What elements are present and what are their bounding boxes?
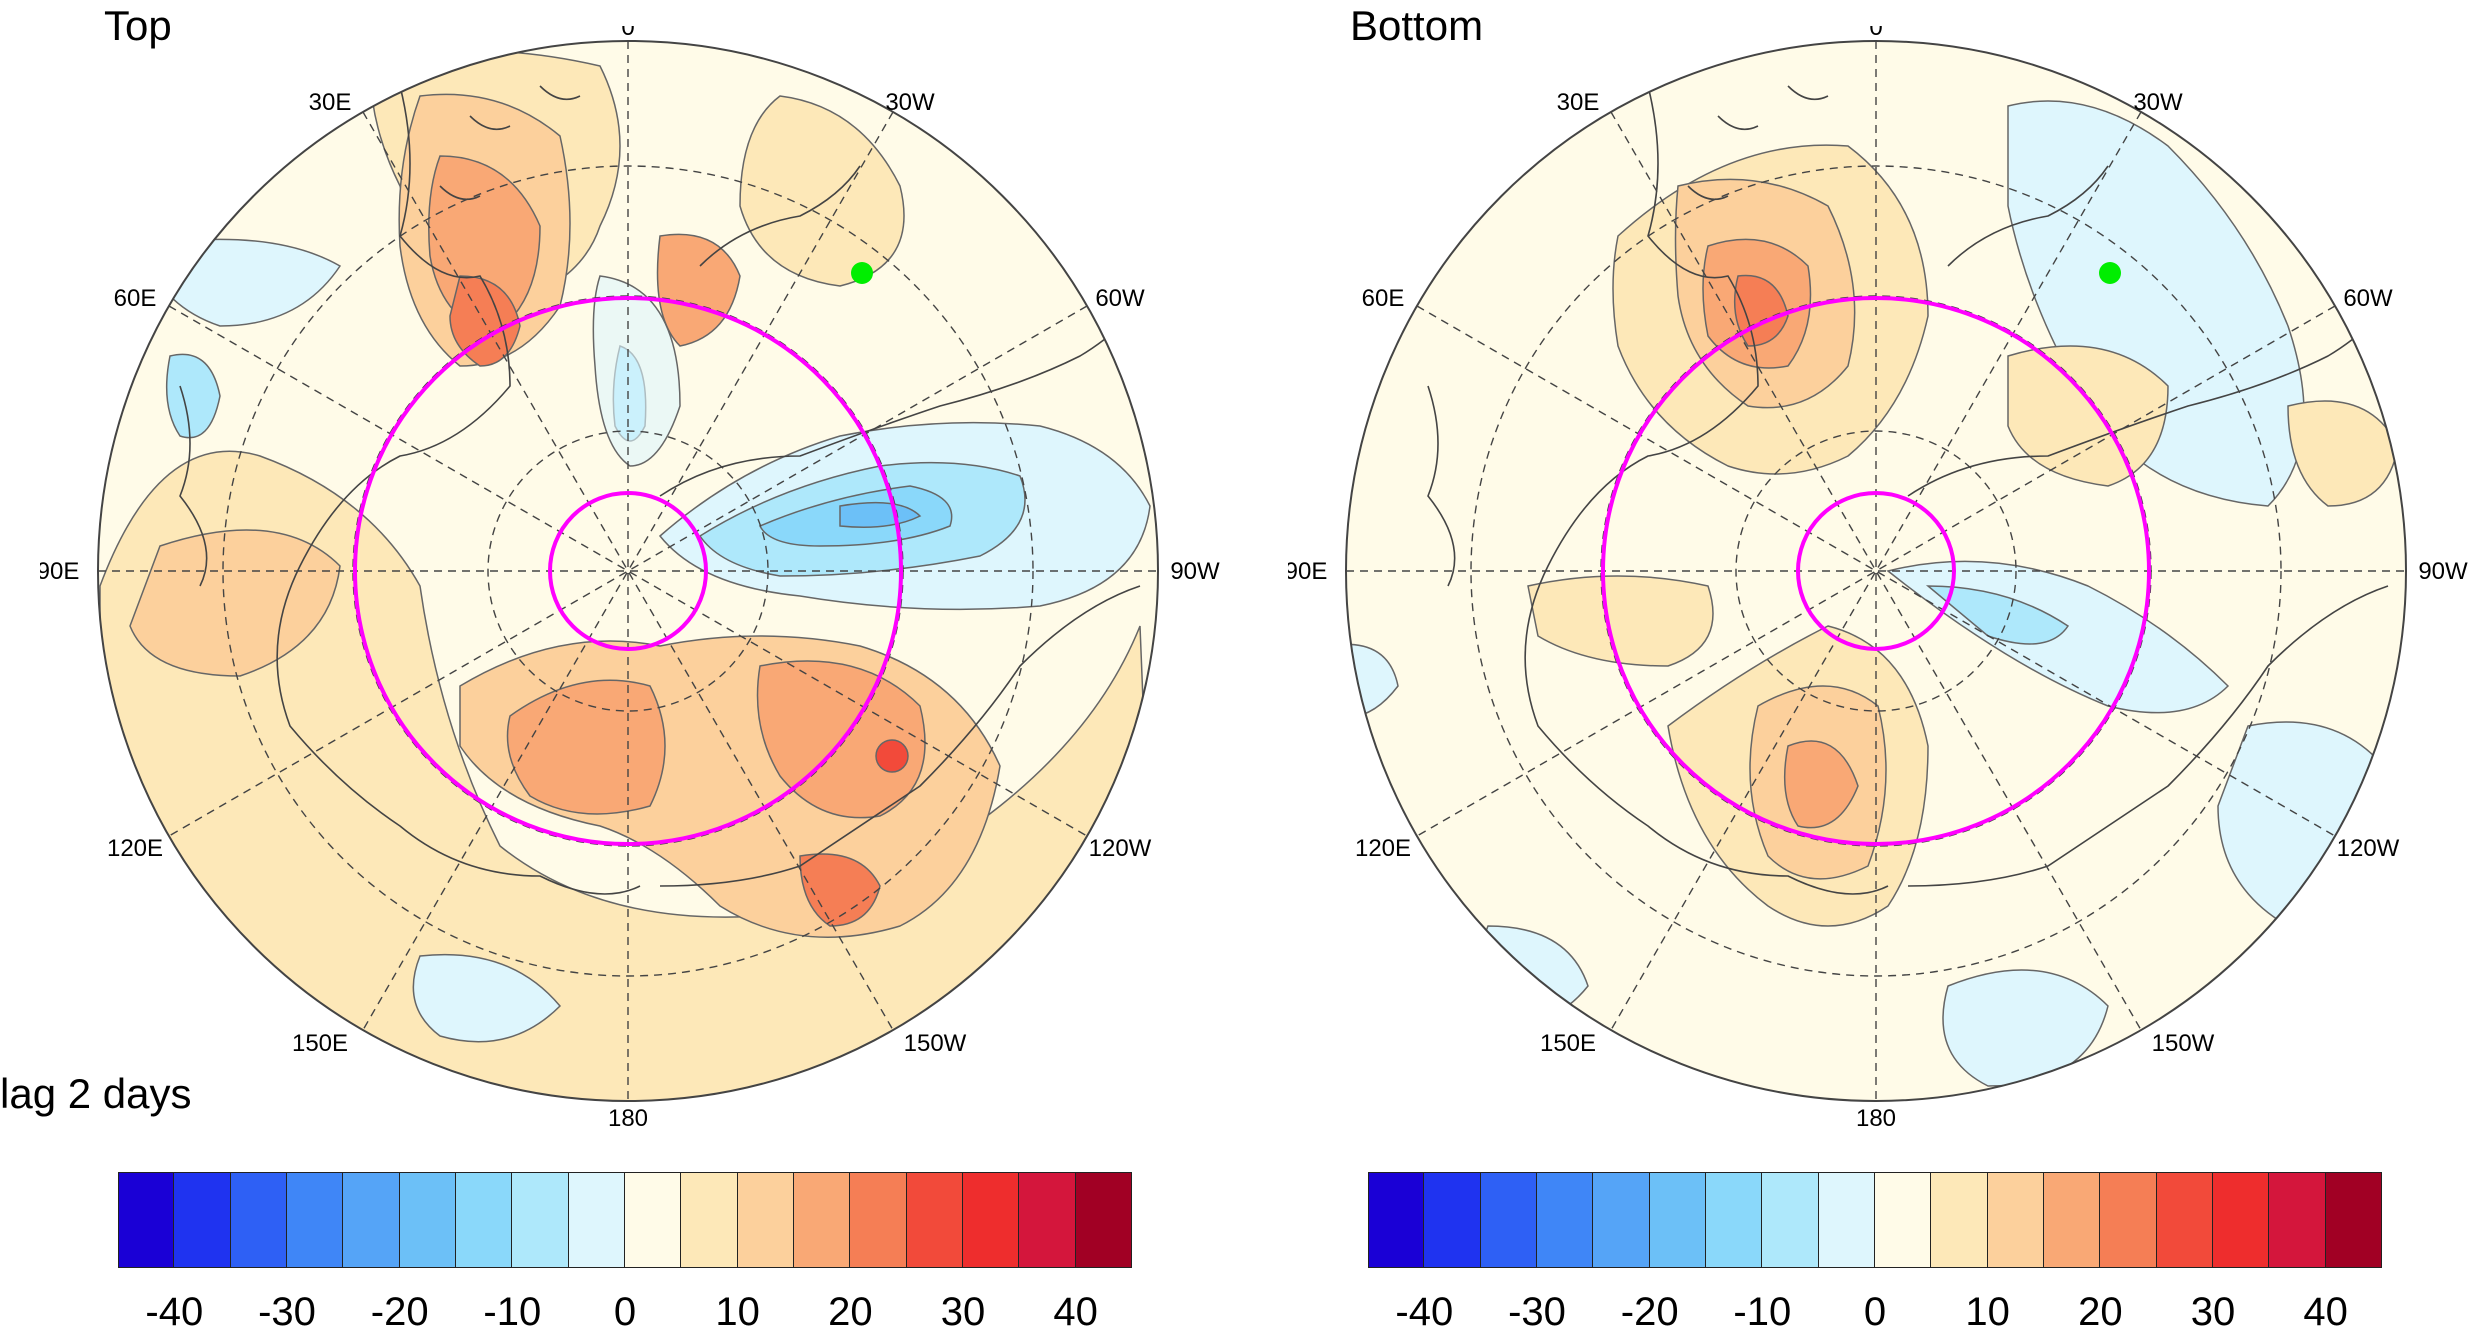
- colorbar-cell: [1649, 1172, 1706, 1268]
- colorbar-cell: [1019, 1172, 1076, 1268]
- colorbar-ticks-right: -40 -30 -20 -10 0 10 20 30 40: [1368, 1290, 2382, 1338]
- colorbar-cell: [1987, 1172, 2044, 1268]
- polar-map-top: 0 30W 60W 90W 120W 150W 180 150E 120E 90…: [40, 26, 1220, 1132]
- longitude-labels-top: 0 30W 60W 90W 120W 150W 180 150E 120E 90…: [40, 26, 1220, 1132]
- colorbar-tick-label: 0: [1863, 1290, 1887, 1334]
- colorbar-cell: [2269, 1172, 2326, 1268]
- site-marker-top: [851, 262, 873, 284]
- svg-text:90E: 90E: [40, 558, 79, 585]
- colorbar-cell: [906, 1172, 963, 1268]
- colorbar-tick-label: -40: [145, 1290, 204, 1334]
- colorbar-cell: [962, 1172, 1020, 1268]
- colorbar-tick-label: -10: [1733, 1290, 1792, 1334]
- colorbar-tick-label: -20: [1620, 1290, 1679, 1334]
- panel-title-top: Top: [104, 2, 172, 49]
- colorbar-cell: [1075, 1172, 1132, 1268]
- colorbar-cell: [512, 1172, 569, 1268]
- colorbar-tick-label: 10: [715, 1290, 760, 1334]
- colorbar-tick-label: -40: [1395, 1290, 1454, 1334]
- colorbar-cell: [2156, 1172, 2213, 1268]
- coastlines-top: [179, 85, 1151, 895]
- svg-text:60E: 60E: [114, 285, 157, 312]
- svg-text:180: 180: [1856, 1105, 1896, 1132]
- colorbar-cell: [1424, 1172, 1481, 1268]
- colorbar-tick-label: 20: [828, 1290, 873, 1334]
- colorbar-cell: [1536, 1172, 1594, 1268]
- colorbar-cell: [455, 1172, 513, 1268]
- colorbar-tick-label: 40: [1053, 1290, 1098, 1334]
- colorbar-cell: [1762, 1172, 1819, 1268]
- colorbar-cell: [568, 1172, 625, 1268]
- colorbar-cell: [850, 1172, 907, 1268]
- colorbar-cell: [1705, 1172, 1763, 1268]
- colorbar-cell: [230, 1172, 287, 1268]
- colorbar-cell: [1593, 1172, 1650, 1268]
- coastlines-bottom: [1427, 85, 2399, 895]
- svg-text:90W: 90W: [2418, 558, 2468, 585]
- outer-magenta-circle-bottom: [1601, 296, 2151, 846]
- colorbar-cell: [2043, 1172, 2101, 1268]
- colorbar-cell: [624, 1172, 682, 1268]
- colorbar-cell: [737, 1172, 794, 1268]
- svg-text:60W: 60W: [1095, 285, 1145, 312]
- colorbar-cell: [681, 1172, 738, 1268]
- svg-text:120E: 120E: [107, 835, 163, 862]
- colorbar-right: [1368, 1172, 2382, 1268]
- anomaly-field-bottom: [1346, 41, 2406, 1101]
- colorbar-tick-label: -20: [370, 1290, 429, 1334]
- colorbar-tick-label: -10: [483, 1290, 542, 1334]
- colorbar-ticks-left: -40 -30 -20 -10 0 10 20 30 40: [118, 1290, 1132, 1338]
- lag-label: lag 2 days: [0, 1070, 192, 1117]
- colorbar-cell: [2100, 1172, 2157, 1268]
- svg-text:90E: 90E: [1288, 558, 1327, 585]
- svg-text:120W: 120W: [2337, 835, 2400, 862]
- colorbar-cell: [1931, 1172, 1988, 1268]
- colorbar-tick-label: 20: [2078, 1290, 2123, 1334]
- colorbar-tick-label: 0: [613, 1290, 637, 1334]
- colorbar-tick-label: 30: [2190, 1290, 2236, 1334]
- colorbar-cell: [1480, 1172, 1537, 1268]
- colorbar-cell: [286, 1172, 344, 1268]
- colorbar-cell: [1818, 1172, 1875, 1268]
- svg-text:0: 0: [1869, 26, 1882, 41]
- svg-text:120E: 120E: [1355, 835, 1411, 862]
- svg-text:150W: 150W: [904, 1030, 967, 1057]
- colorbar-cell: [1874, 1172, 1932, 1268]
- svg-text:0: 0: [621, 26, 634, 41]
- svg-text:150E: 150E: [292, 1030, 348, 1057]
- colorbar-tick-label: 40: [2303, 1290, 2348, 1334]
- colorbar-tick-label: 10: [1965, 1290, 2010, 1334]
- inner-magenta-circle-bottom: [1796, 491, 1956, 651]
- outer-magenta-circle-top: [353, 296, 903, 846]
- svg-text:30W: 30W: [885, 89, 935, 116]
- colorbar-tick-label: -30: [1508, 1290, 1566, 1334]
- svg-text:90W: 90W: [1170, 558, 1220, 585]
- colorbar-cell: [174, 1172, 231, 1268]
- svg-text:120W: 120W: [1089, 835, 1152, 862]
- colorbar-cell: [2325, 1172, 2382, 1268]
- svg-text:150E: 150E: [1540, 1030, 1596, 1057]
- colorbar-cell: [1368, 1172, 1425, 1268]
- panel-title-bottom: Bottom: [1350, 2, 1484, 49]
- svg-text:150W: 150W: [2152, 1030, 2215, 1057]
- colorbar-left: [118, 1172, 1132, 1268]
- svg-text:30E: 30E: [309, 89, 352, 116]
- svg-text:30W: 30W: [2133, 89, 2183, 116]
- colorbar-cell: [2212, 1172, 2270, 1268]
- colorbar-tick-label: -30: [258, 1290, 316, 1334]
- anomaly-field-top: [98, 41, 1158, 1101]
- svg-text:180: 180: [608, 1105, 648, 1132]
- colorbar-cell: [399, 1172, 456, 1268]
- svg-text:60E: 60E: [1362, 285, 1405, 312]
- colorbar-cell: [343, 1172, 400, 1268]
- longitude-labels-bottom: 0 30W 60W 90W 120W 150W 180 150E 120E 90…: [1288, 26, 2468, 1132]
- svg-text:30E: 30E: [1557, 89, 1600, 116]
- colorbar-cell: [793, 1172, 851, 1268]
- svg-text:60W: 60W: [2343, 285, 2393, 312]
- polar-map-bottom: 0 30W 60W 90W 120W 150W 180 150E 120E 90…: [1288, 26, 2468, 1132]
- colorbar-cell: [118, 1172, 175, 1268]
- site-marker-bottom: [2099, 262, 2121, 284]
- colorbar-tick-label: 30: [940, 1290, 986, 1334]
- inner-magenta-circle-top: [548, 491, 708, 651]
